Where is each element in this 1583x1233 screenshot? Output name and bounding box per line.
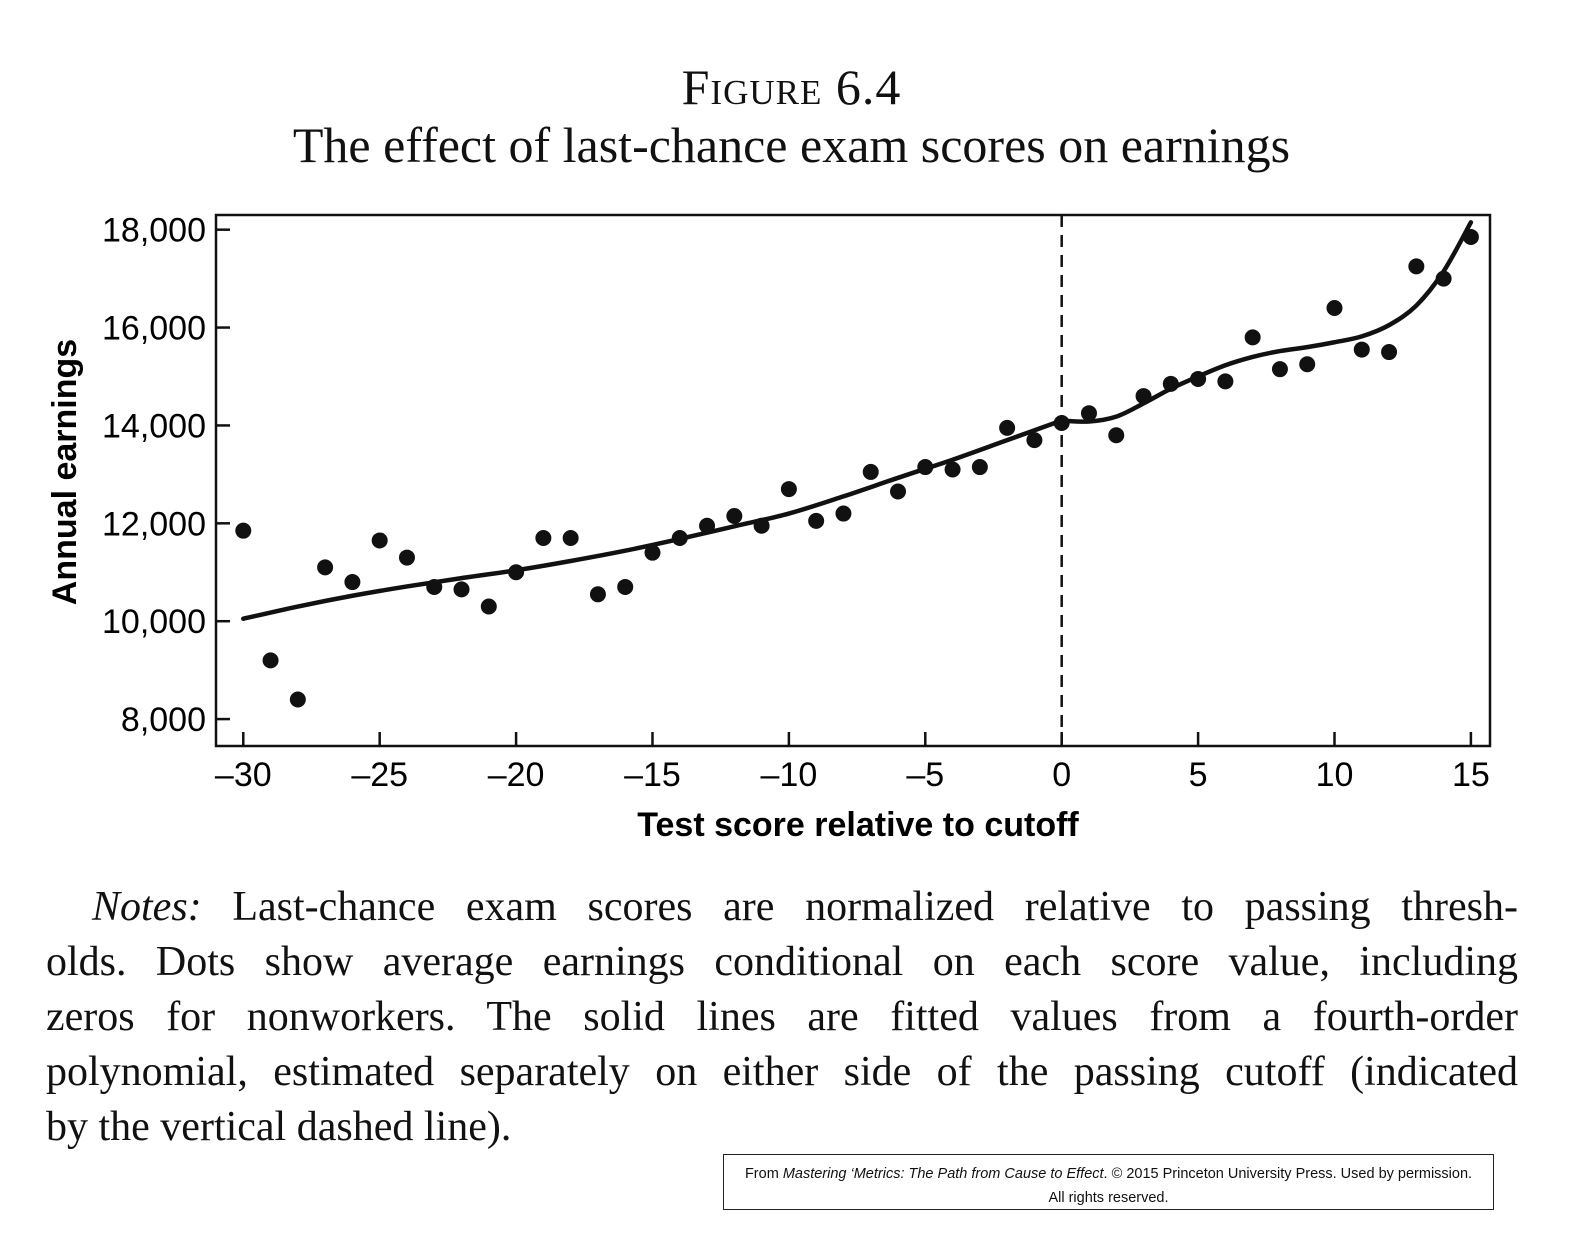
copyright-credit: From Mastering ‘Metrics: The Path from C… (723, 1154, 1494, 1210)
notes-line-3: zeros for nonworkers. The solid lines ar… (46, 994, 1518, 1040)
x-tick-label: 0 (1052, 756, 1071, 794)
data-point (398, 549, 415, 566)
data-point (890, 483, 907, 500)
axes: –30 –25 –20 –15 –10 –5 0 5 10 15 8,000 10,000 12,000… (102, 212, 1492, 794)
notes-label: Notes: (92, 884, 202, 930)
figure-notes: Notes: Last-chance exam scores are norma… (46, 880, 1518, 1155)
data-point (944, 461, 961, 478)
fitted-line-right (1059, 220, 1474, 424)
data-point (1462, 229, 1479, 246)
data-point (617, 578, 634, 595)
data-point (971, 459, 988, 476)
data-point (235, 522, 252, 539)
data-point (480, 598, 497, 615)
data-point (1353, 341, 1370, 358)
data-point (1108, 427, 1125, 444)
earnings-chart: –30 –25 –20 –15 –10 –5 0 5 10 15 8,000 10,000 12,000… (46, 212, 1492, 844)
data-point (917, 459, 934, 476)
data-point (317, 559, 334, 576)
data-point (589, 586, 606, 603)
figure-label: Figure 6.4 (681, 59, 902, 115)
data-point (508, 564, 525, 581)
data-point (1299, 356, 1316, 373)
data-point (371, 532, 388, 549)
y-tick-label: 10,000 (102, 603, 206, 641)
x-tick-label: –20 (488, 756, 545, 794)
credit-rights: All rights reserved. (1048, 1190, 1169, 1206)
data-point (780, 481, 797, 498)
notes-line-5: by the vertical dashed line). (46, 1104, 512, 1150)
data-point (1162, 375, 1179, 392)
data-point (1271, 361, 1288, 378)
y-tick-label: 14,000 (102, 407, 206, 445)
y-axis-label: Annual earnings (46, 339, 84, 605)
x-tick-label: –15 (624, 756, 681, 794)
data-point (453, 581, 470, 598)
data-points (235, 229, 1479, 708)
data-point (671, 530, 688, 547)
data-point (753, 517, 770, 534)
data-point (808, 512, 825, 529)
data-point (835, 505, 852, 522)
data-point (1190, 370, 1207, 387)
data-point (289, 691, 306, 708)
y-tick-label: 18,000 (102, 212, 206, 250)
fitted-line-left (241, 418, 1064, 622)
data-point (1435, 270, 1452, 287)
credit-book-title: Mastering ‘Metrics: The Path from Cause … (782, 1166, 1104, 1182)
data-point (1326, 299, 1343, 316)
y-tick-label: 12,000 (102, 505, 206, 543)
data-point (1381, 344, 1398, 361)
data-point (562, 530, 579, 547)
data-point (1026, 432, 1043, 449)
data-point (1244, 329, 1261, 346)
x-tick-label: –30 (215, 756, 272, 794)
data-point (999, 419, 1016, 436)
data-point (1053, 414, 1070, 431)
data-point (1217, 373, 1234, 390)
notes-text-1: Last-chance exam scores are normalized r… (232, 884, 1518, 930)
axis-labels: Test score relative to cutoff Annual ear… (46, 339, 1079, 844)
notes-line-4: polynomial, estimated separately on eith… (46, 1049, 1518, 1095)
plot-frame (214, 213, 1492, 748)
data-point (535, 530, 552, 547)
data-point (426, 578, 443, 595)
data-point (1080, 405, 1097, 422)
credit-prefix: From (744, 1166, 783, 1182)
x-tick-label: –5 (906, 756, 944, 794)
figure-title: The effect of last-chance exam scores on… (292, 117, 1291, 173)
notes-line-1: Notes: Last-chance exam scores are norma… (46, 880, 1518, 935)
data-point (262, 652, 279, 669)
credit-suffix: . © 2015 Princeton University Press. Use… (1103, 1166, 1473, 1182)
x-tick-label: 5 (1189, 756, 1208, 794)
data-point (344, 574, 361, 591)
data-point (1408, 258, 1425, 275)
y-tick-label: 8,000 (121, 701, 206, 739)
data-point (726, 507, 743, 524)
data-point (699, 517, 716, 534)
x-axis-label: Test score relative to cutoff (637, 806, 1079, 844)
fit-lines (241, 220, 1474, 622)
x-tick-label: 15 (1452, 756, 1490, 794)
data-point (1135, 388, 1152, 405)
data-point (862, 463, 879, 480)
y-tick-label: 16,000 (102, 310, 206, 348)
notes-line-2: olds. Dots show average earnings conditi… (46, 939, 1518, 985)
x-tick-label: –10 (761, 756, 818, 794)
x-tick-label: –25 (351, 756, 408, 794)
x-tick-label: 10 (1316, 756, 1354, 794)
data-point (644, 544, 661, 561)
